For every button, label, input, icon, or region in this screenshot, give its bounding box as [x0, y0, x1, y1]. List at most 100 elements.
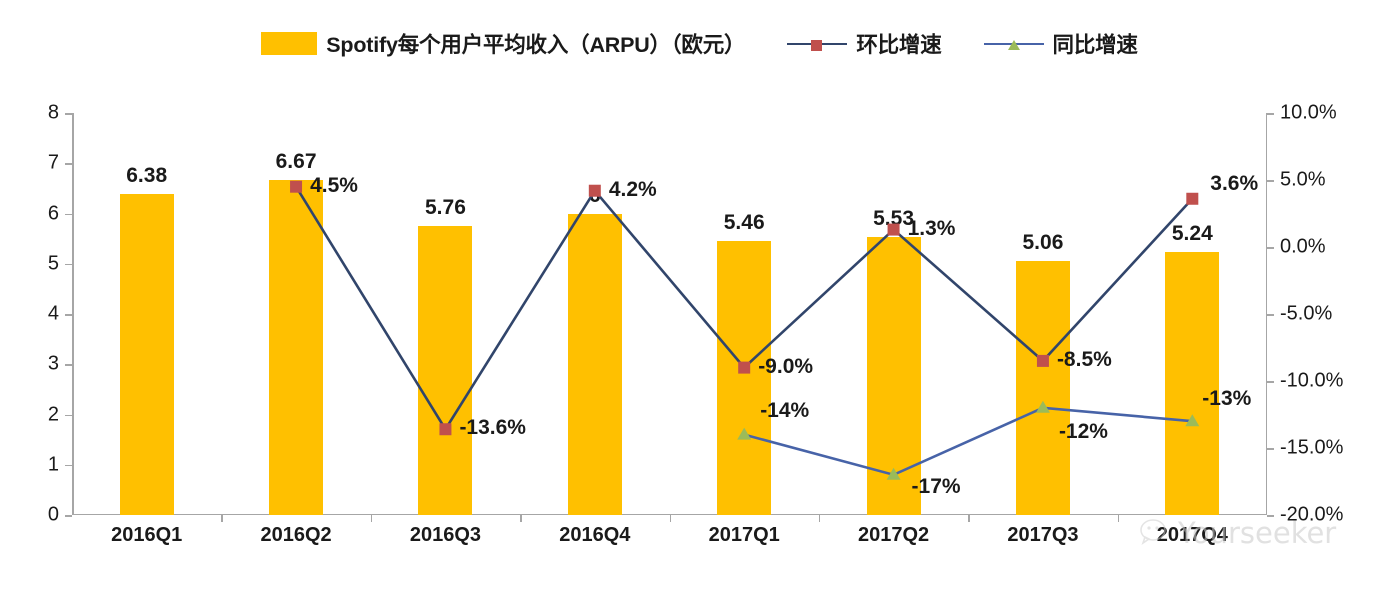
marker-triangle	[886, 467, 901, 480]
legend-line-triangle-icon	[983, 37, 1044, 51]
left-tick-mark	[65, 414, 72, 416]
x-tick-mark	[370, 515, 373, 522]
left-tick-label: 5	[47, 252, 59, 275]
left-tick-label: 2	[47, 403, 59, 425]
legend-bar-swatch-icon	[261, 32, 318, 55]
bar	[567, 213, 622, 515]
x-tick-label: 2016Q2	[260, 524, 332, 546]
legend-label-arpu: Spotify每个用户平均收入（ARPU）（欧元）	[326, 33, 746, 57]
line-value-label: 3.6%	[1210, 171, 1259, 195]
left-tick-mark	[65, 263, 72, 266]
x-tick-label: 2016Q1	[111, 524, 183, 546]
bar	[119, 194, 174, 515]
line-path	[294, 186, 1194, 432]
legend-item-yoy: 同比增速	[983, 28, 1138, 59]
right-tick-label: -15.0%	[1280, 436, 1344, 459]
chart-legend: Spotify每个用户平均收入（ARPU）（欧元） 环比增速 同比增速	[0, 28, 1399, 59]
x-tick-mark	[818, 515, 821, 522]
bottom-axis-line	[72, 513, 1267, 515]
line-value-label: -8.5%	[1056, 347, 1112, 371]
left-tick-label: 7	[47, 151, 59, 174]
line-value-label: -13%	[1202, 387, 1252, 411]
legend-label-qoq: 环比增速	[856, 33, 942, 57]
line-value-label: -13.6%	[459, 416, 526, 440]
marker-square	[290, 180, 303, 193]
bar	[1165, 251, 1220, 515]
right-tick-mark	[1267, 180, 1274, 182]
x-tick-label: 2017Q3	[1007, 524, 1079, 546]
x-tick-label: 2017Q2	[857, 524, 930, 546]
line-value-label: 4.5%	[310, 173, 358, 197]
marker-triangle	[1035, 400, 1050, 413]
bar	[418, 225, 473, 515]
bar	[717, 240, 772, 515]
left-tick-mark	[65, 163, 72, 165]
bar-value-label: 5.76	[425, 195, 466, 219]
left-tick-mark	[65, 314, 72, 316]
right-tick-label: -10.0%	[1280, 369, 1344, 392]
left-tick-mark	[65, 213, 72, 215]
right-tick-mark	[1267, 515, 1274, 517]
line-series	[290, 180, 1200, 480]
left-tick-label: 4	[47, 302, 59, 325]
x-tick-mark	[968, 515, 970, 522]
legend-item-qoq: 环比增速	[787, 28, 942, 59]
left-tick-label: 6	[47, 202, 59, 224]
plot-area: 0 1 2 3 4 5 6 7 8 -20.0% -15.0% -10.0% -5.0% 0.0% 5.0…	[48, 102, 1344, 547]
bar-value-label: 6.38	[126, 164, 168, 188]
right-tick-mark	[1267, 314, 1274, 316]
bar-value-label: 5.53	[873, 207, 914, 231]
right-axis-line	[1265, 113, 1267, 515]
x-tick-label: 2017Q1	[708, 524, 780, 546]
marker-square	[738, 361, 751, 374]
x-tick-mark	[669, 515, 671, 522]
right-tick-label: -5.0%	[1280, 302, 1333, 325]
line-value-label: 1.3%	[907, 216, 956, 240]
right-tick-mark	[1267, 247, 1274, 249]
x-tick-label: 2016Q4	[559, 524, 631, 546]
marker-square	[1186, 192, 1199, 205]
marker-triangle	[737, 427, 752, 440]
x-tick-mark	[221, 515, 223, 522]
bar-value-label: 6.67	[275, 149, 317, 173]
legend-item-arpu: Spotify每个用户平均收入（ARPU）（欧元）	[261, 28, 746, 59]
marker-square	[1036, 354, 1049, 367]
legend-line-square-icon	[787, 37, 848, 51]
line-path	[743, 406, 1193, 477]
line-value-label: -9.0%	[758, 354, 814, 378]
right-tick-mark	[1267, 448, 1274, 450]
right-tick-mark	[1267, 381, 1274, 383]
x-tick-label: 2016Q3	[409, 524, 482, 546]
left-tick-mark	[65, 364, 72, 366]
left-tick-mark	[65, 113, 72, 115]
right-tick-label: 0.0%	[1280, 235, 1326, 258]
line-value-label: 4.2%	[608, 177, 657, 201]
bar	[1015, 260, 1070, 515]
legend-label-yoy: 同比增速	[1052, 33, 1138, 57]
left-tick-mark	[65, 515, 72, 517]
left-axis-line	[72, 113, 74, 515]
right-tick-label: 5.0%	[1280, 168, 1326, 191]
bar-value-label: 5.46	[723, 210, 765, 234]
bar-value-label: 5.24	[1171, 221, 1213, 245]
bar	[269, 179, 324, 515]
left-tick-label: 3	[47, 352, 59, 375]
line-value-label: -17%	[911, 474, 961, 498]
x-tick-label: 2017Q4	[1156, 524, 1228, 546]
left-tick-label: 1	[47, 453, 59, 476]
x-tick-mark	[520, 515, 522, 522]
line-value-label: -12%	[1058, 419, 1108, 443]
line-value-label: -14%	[760, 398, 810, 422]
right-tick-label: 10.0%	[1280, 101, 1337, 124]
left-tick-label: 8	[47, 101, 59, 124]
marker-triangle	[1185, 414, 1200, 427]
marker-square	[588, 184, 601, 197]
right-tick-label: -20.0%	[1280, 503, 1344, 526]
marker-square	[439, 423, 452, 436]
right-tick-mark	[1267, 113, 1274, 115]
marker-square	[887, 223, 900, 236]
x-tick-mark	[1117, 515, 1120, 522]
left-tick-label: 0	[47, 503, 59, 526]
left-tick-mark	[65, 464, 72, 467]
